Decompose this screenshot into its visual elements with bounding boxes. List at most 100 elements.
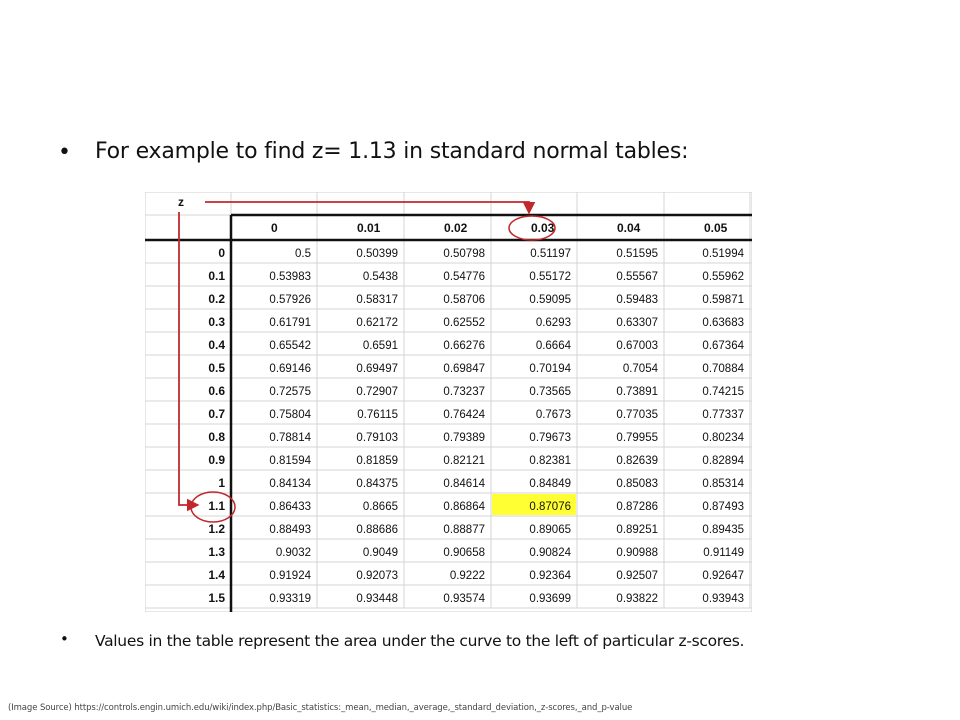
row-circle bbox=[190, 491, 236, 523]
row-header: 1.5 bbox=[208, 591, 225, 605]
table-cell: 0.77035 bbox=[616, 409, 658, 421]
row-header: 0.9 bbox=[208, 453, 225, 467]
column-header: 0.03 bbox=[531, 221, 555, 235]
table-cell: 0.58706 bbox=[443, 294, 485, 306]
table-cell: 0.67364 bbox=[702, 340, 744, 352]
table-cell: 0.50399 bbox=[356, 248, 398, 260]
table-cell: 0.76424 bbox=[443, 409, 485, 421]
note-bullet: • bbox=[60, 630, 69, 648]
table-cell: 0.85314 bbox=[702, 478, 744, 490]
table-note: Values in the table represent the area u… bbox=[95, 632, 745, 650]
table-cell: 0.93319 bbox=[269, 593, 311, 605]
slide-heading: For example to find z= 1.13 in standard … bbox=[95, 139, 689, 164]
table-cell: 0.90658 bbox=[443, 547, 485, 559]
table-cell: 0.59483 bbox=[616, 294, 658, 306]
table-cell: 0.88686 bbox=[356, 524, 398, 536]
highlighted-cell bbox=[492, 494, 576, 515]
table-cell: 0.87493 bbox=[702, 501, 744, 513]
column-header: 0.02 bbox=[444, 221, 468, 235]
column-header: 0 bbox=[271, 221, 278, 235]
table-cell: 0.59095 bbox=[529, 294, 571, 306]
table-cell: 0.6293 bbox=[536, 317, 571, 329]
table-cell: 0.53983 bbox=[269, 271, 311, 283]
table-cell: 0.51197 bbox=[530, 248, 571, 260]
z-table-image: z 0 0.01 0.02 0.03 0.04 0.05 0 0.5 0.50399 0.50798… bbox=[145, 192, 752, 612]
table-cell: 0.82381 bbox=[529, 455, 571, 467]
table-cell: 0.88877 bbox=[443, 524, 485, 536]
table-cell: 0.63683 bbox=[702, 317, 744, 329]
table-cell: 0.67003 bbox=[616, 340, 658, 352]
table-cell: 0.9032 bbox=[276, 547, 311, 559]
table-cell: 0.79673 bbox=[529, 432, 571, 444]
table-cell: 0.82639 bbox=[616, 455, 658, 467]
table-cell: 0.66276 bbox=[443, 340, 485, 352]
table-cell: 0.84614 bbox=[443, 478, 485, 490]
table-cell: 0.76115 bbox=[357, 409, 398, 421]
table-cell: 0.89435 bbox=[702, 524, 744, 536]
table-cell: 0.84134 bbox=[269, 478, 311, 490]
table-cell: 0.93822 bbox=[616, 593, 658, 605]
table-cell: 0.61791 bbox=[269, 317, 311, 329]
table-cell: 0.92364 bbox=[529, 570, 571, 582]
heading-bullet: • bbox=[58, 140, 71, 165]
table-cell: 0.55567 bbox=[616, 271, 658, 283]
row-header: 0.6 bbox=[208, 384, 225, 398]
table-cell: 0.73891 bbox=[616, 386, 658, 398]
table-cell: 0.85083 bbox=[616, 478, 658, 490]
row-header: 1.3 bbox=[208, 545, 225, 559]
table-cell: 0.87286 bbox=[616, 501, 658, 513]
row-header: 1 bbox=[218, 476, 225, 490]
table-cell: 0.51994 bbox=[702, 248, 744, 260]
table-cell: 0.79955 bbox=[616, 432, 658, 444]
table-cell: 0.8665 bbox=[363, 501, 398, 513]
table-cell: 0.6591 bbox=[363, 340, 398, 352]
table-cell: 0.93574 bbox=[443, 593, 485, 605]
table-cell: 0.69847 bbox=[443, 363, 485, 375]
table-cell: 0.6664 bbox=[536, 340, 572, 352]
row-header: 0.2 bbox=[208, 292, 225, 306]
table-cell: 0.69497 bbox=[356, 363, 398, 375]
table-cell: 0.51595 bbox=[616, 248, 658, 260]
table-cell: 0.93448 bbox=[356, 593, 398, 605]
row-header: 0.5 bbox=[208, 361, 225, 375]
table-cell: 0.63307 bbox=[616, 317, 658, 329]
table-cell: 0.81594 bbox=[269, 455, 311, 467]
table-cell: 0.92647 bbox=[702, 570, 744, 582]
table-cell: 0.84375 bbox=[356, 478, 398, 490]
row-header: 0.7 bbox=[208, 407, 225, 421]
row-header: 0.1 bbox=[208, 269, 225, 283]
table-cell: 0.92507 bbox=[616, 570, 658, 582]
table-cell: 0.9049 bbox=[363, 547, 398, 559]
table-cell: 0.89251 bbox=[616, 524, 658, 536]
row-header: 1.1 bbox=[208, 499, 225, 513]
table-cell: 0.79389 bbox=[443, 432, 485, 444]
table-cell: 0.86864 bbox=[443, 501, 485, 513]
table-cell: 0.78814 bbox=[269, 432, 311, 444]
column-header: 0.01 bbox=[357, 221, 381, 235]
column-circle bbox=[508, 215, 556, 241]
row-header: 1.2 bbox=[208, 522, 225, 536]
table-cell: 0.80234 bbox=[702, 432, 744, 444]
table-cell: 0.62172 bbox=[356, 317, 398, 329]
z-table: z 0 0.01 0.02 0.03 0.04 0.05 0 0.5 0.50399 0.50798… bbox=[145, 192, 752, 612]
table-cell: 0.70884 bbox=[702, 363, 744, 375]
table-cell: 0.72575 bbox=[269, 386, 311, 398]
table-cell: 0.81859 bbox=[356, 455, 398, 467]
table-cell: 0.92073 bbox=[356, 570, 398, 582]
table-cell: 0.55172 bbox=[529, 271, 571, 283]
table-cell: 0.5438 bbox=[363, 271, 398, 283]
table-cell: 0.59871 bbox=[702, 294, 744, 306]
z-axis-label: z bbox=[178, 195, 184, 209]
table-cell: 0.7054 bbox=[623, 363, 659, 375]
table-cell: 0.88493 bbox=[269, 524, 311, 536]
table-cell: 0.79103 bbox=[356, 432, 398, 444]
column-header: 0.05 bbox=[704, 221, 728, 235]
row-header: 0 bbox=[218, 246, 225, 260]
table-cell: 0.89065 bbox=[529, 524, 571, 536]
row-header: 0.3 bbox=[208, 315, 225, 329]
table-cell: 0.87076 bbox=[529, 501, 571, 513]
table-cell: 0.54776 bbox=[443, 271, 485, 283]
table-cell: 0.93943 bbox=[702, 593, 744, 605]
table-cell: 0.91924 bbox=[269, 570, 311, 582]
table-cell: 0.58317 bbox=[356, 294, 398, 306]
